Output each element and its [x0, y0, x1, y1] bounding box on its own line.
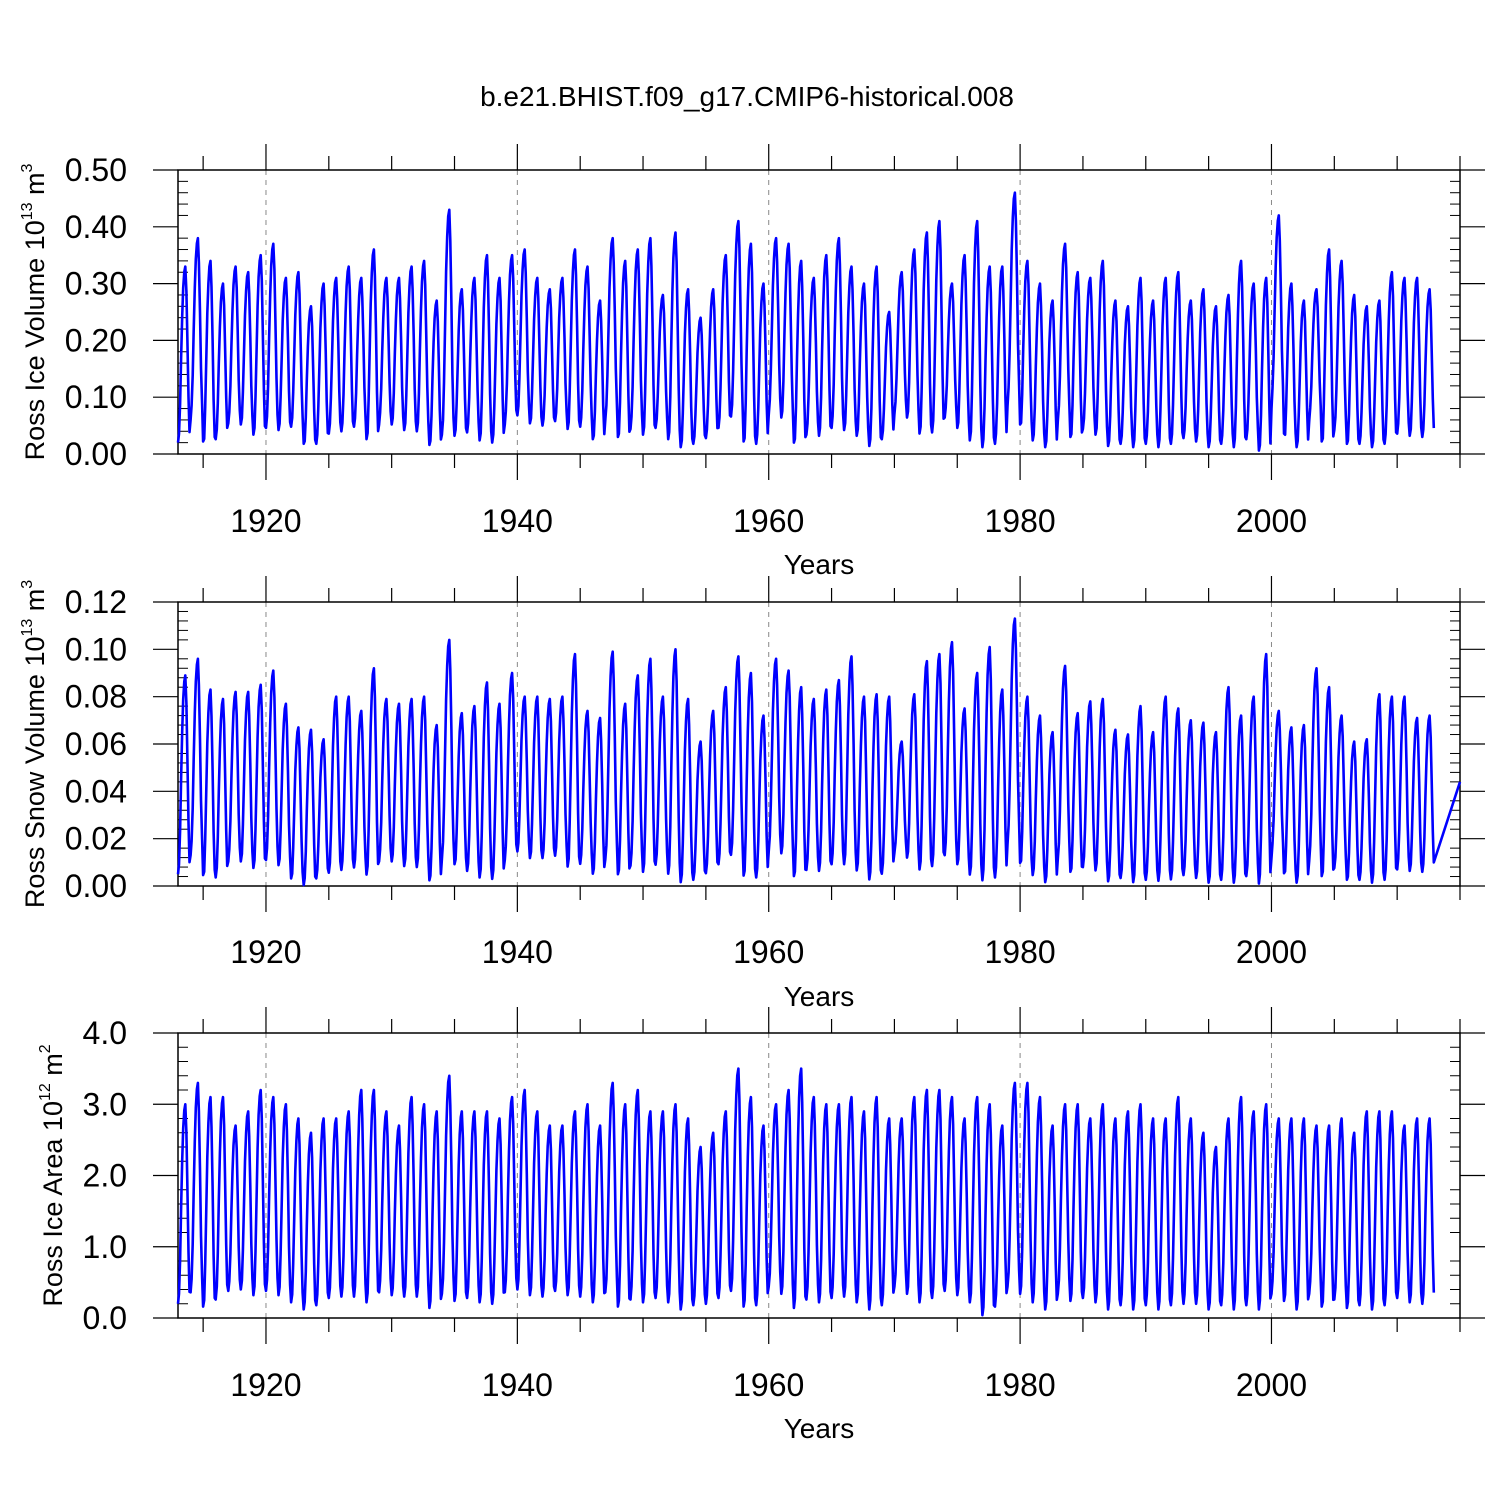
y-tick-label: 0.10	[65, 379, 127, 415]
panel-snow-volume: 0.00 0.02 0.04 0.06 0.08 0.10 0.12 1920 1940 1960…	[19, 576, 1485, 1012]
y-axis-label: Ross Ice Volume 1013 m3	[19, 163, 50, 460]
y-tick-label: 1.0	[83, 1229, 127, 1265]
x-tick-label: 1920	[230, 934, 301, 970]
y-tick-label: 0.10	[65, 631, 127, 667]
x-tick-label: 2000	[1236, 1367, 1307, 1403]
series-line-snow-volume	[176, 617, 1462, 887]
y-tick-label: 0.0	[83, 1300, 127, 1336]
plot-frame	[177, 169, 1461, 455]
x-tick-label: 1940	[482, 1367, 553, 1403]
plot-frame	[177, 601, 1461, 887]
y-axis-label: Ross Ice Area 1012 m2	[37, 1044, 68, 1306]
y-tick-label: 0.12	[65, 584, 127, 620]
y-tick-label: 0.30	[65, 266, 127, 302]
x-tick-label: 1960	[733, 503, 804, 539]
y-tick-label: 0.06	[65, 726, 127, 762]
y-tick-label: 0.40	[65, 209, 127, 245]
panel-ice-volume: 0.00 0.10 0.20 0.30 0.40 0.50 1920 1940 1960 1980…	[19, 144, 1485, 580]
x-tick-label: 1940	[482, 934, 553, 970]
x-tick-label: 1980	[985, 503, 1056, 539]
y-axis-label: Ross Snow Volume 1013 m3	[19, 580, 50, 908]
series-line-ice-volume	[176, 191, 1436, 452]
y-tick-label: 2.0	[83, 1158, 127, 1194]
x-tick-label: 1980	[985, 934, 1056, 970]
y-tick-label: 0.00	[65, 436, 127, 472]
x-axis-label: Years	[784, 981, 855, 1012]
x-tick-label: 1960	[733, 1367, 804, 1403]
x-tick-label: 2000	[1236, 503, 1307, 539]
x-tick-label: 1960	[733, 934, 804, 970]
chart-title: b.e21.BHIST.f09_g17.CMIP6-historical.008	[480, 81, 1014, 112]
y-tick-label: 0.04	[65, 773, 127, 809]
x-tick-label: 1940	[482, 503, 553, 539]
y-tick-label: 3.0	[83, 1086, 127, 1122]
x-axis-label: Years	[784, 1413, 855, 1444]
y-tick-label: 0.00	[65, 868, 127, 904]
x-axis-label: Years	[784, 549, 855, 580]
x-tick-label: 1980	[985, 1367, 1056, 1403]
y-tick-label: 0.02	[65, 821, 127, 857]
plot-frame	[177, 1032, 1461, 1319]
y-tick-label: 0.50	[65, 152, 127, 188]
y-tick-label: 4.0	[83, 1015, 127, 1051]
x-tick-label: 2000	[1236, 934, 1307, 970]
series-line-ice-area	[176, 1067, 1436, 1317]
y-tick-label: 0.20	[65, 322, 127, 358]
panel-ice-area: 0.0 1.0 2.0 3.0 4.0 1920 1940 1960 1980 2000 Years…	[37, 1007, 1485, 1444]
x-tick-label: 1920	[230, 1367, 301, 1403]
y-tick-label: 0.08	[65, 679, 127, 715]
x-tick-label: 1920	[230, 503, 301, 539]
